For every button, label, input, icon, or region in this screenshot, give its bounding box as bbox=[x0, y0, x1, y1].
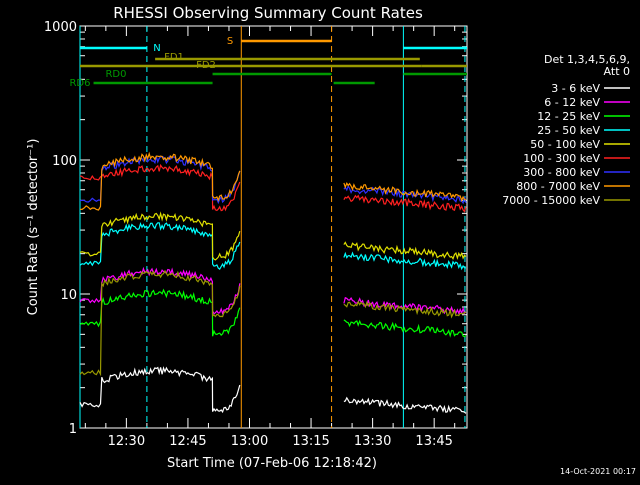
chart-title: RHESSI Observing Summary Count Rates bbox=[113, 4, 423, 22]
legend-entry-label: 3 - 6 keV bbox=[551, 82, 600, 95]
flag-label: FD1 bbox=[164, 52, 184, 63]
legend-entry-label: 300 - 800 keV bbox=[523, 166, 600, 179]
series-line bbox=[79, 288, 241, 337]
series-line bbox=[343, 296, 467, 315]
flag-bars: N S FD1 FD2 RD0 RD6 bbox=[69, 36, 467, 89]
flag-label: FD2 bbox=[196, 60, 216, 71]
legend-entry-label: 800 - 7000 keV bbox=[516, 180, 600, 193]
y-tick-label: 1000 bbox=[44, 20, 77, 35]
series-line bbox=[79, 155, 241, 205]
legend-entry-label: 6 - 12 keV bbox=[544, 96, 600, 109]
data-series bbox=[79, 151, 467, 414]
series-line bbox=[79, 366, 241, 414]
legend-entry-label: 50 - 100 keV bbox=[530, 138, 600, 151]
x-tick-label: 13:45 bbox=[415, 434, 452, 449]
y-tick-label: 1 bbox=[69, 422, 77, 437]
series-line bbox=[79, 266, 241, 316]
y-axis-label: Count Rate (s⁻¹ detector⁻¹) bbox=[26, 139, 41, 316]
x-tick-label: 13:15 bbox=[292, 434, 329, 449]
series-line bbox=[343, 181, 467, 203]
x-tick-label: 13:00 bbox=[231, 434, 268, 449]
flag-label: S bbox=[227, 36, 233, 47]
series-line bbox=[79, 151, 241, 211]
series-line bbox=[343, 251, 467, 271]
x-axis-label: Start Time (07-Feb-06 12:18:42) bbox=[167, 456, 377, 471]
series-line bbox=[343, 184, 467, 205]
flag-label: N bbox=[153, 43, 160, 54]
series-line bbox=[79, 163, 241, 212]
y-tick-label: 100 bbox=[52, 154, 77, 169]
series-line bbox=[343, 241, 467, 261]
footer-date: 14-Oct-2021 00:17 bbox=[560, 467, 636, 476]
y-axis: 1 10 100 1000 bbox=[44, 20, 467, 437]
series-line bbox=[79, 269, 241, 377]
legend-entry-label: 7000 - 15000 keV bbox=[502, 194, 600, 207]
legend-entry-label: 12 - 25 keV bbox=[537, 110, 600, 123]
x-tick-label: 12:30 bbox=[108, 434, 145, 449]
series-line bbox=[343, 194, 467, 213]
legend-header: Det 1,3,4,5,6,9, bbox=[544, 53, 630, 66]
x-axis: 12:30 12:45 13:00 13:15 13:30 13:45 bbox=[84, 26, 456, 449]
y-tick-label: 10 bbox=[60, 288, 77, 303]
series-line bbox=[343, 300, 467, 319]
flag-label: RD6 bbox=[69, 78, 90, 89]
x-tick-label: 12:45 bbox=[169, 434, 206, 449]
legend-entry-label: 25 - 50 keV bbox=[537, 124, 600, 137]
series-line bbox=[79, 211, 241, 261]
plot-border bbox=[79, 25, 468, 429]
legend-entry-label: 100 - 300 keV bbox=[523, 152, 600, 165]
series-line bbox=[343, 396, 467, 414]
x-tick-label: 13:30 bbox=[354, 434, 391, 449]
series-line bbox=[343, 319, 467, 338]
legend-header: Att 0 bbox=[604, 65, 630, 78]
plot-frame bbox=[79, 25, 468, 429]
series-line bbox=[79, 222, 241, 270]
time-markers bbox=[79, 26, 466, 428]
flag-label: RD0 bbox=[105, 69, 126, 80]
